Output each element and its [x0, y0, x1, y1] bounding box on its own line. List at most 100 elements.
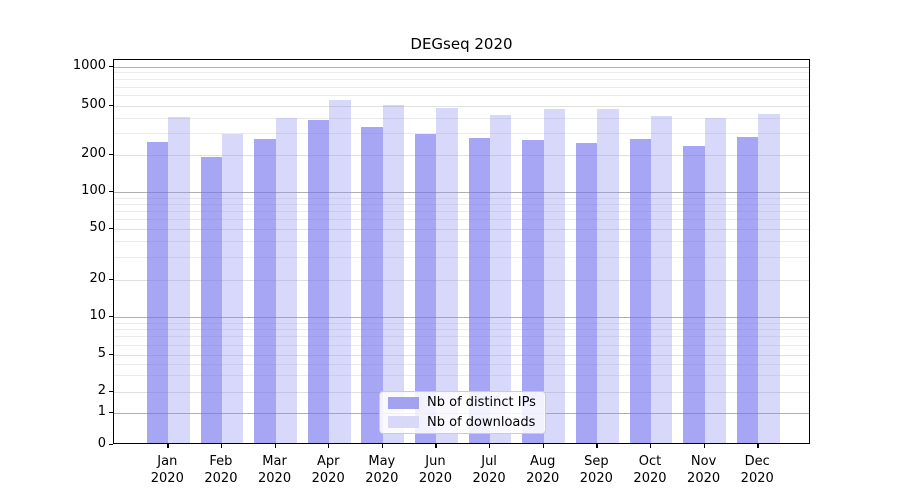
plot-area [113, 59, 810, 444]
bar-downloads-apr [329, 100, 351, 443]
minor-gridline-7 [114, 336, 809, 338]
minor-gridline-40 [114, 241, 809, 243]
legend: Nb of distinct IPs Nb of downloads [379, 391, 546, 434]
bar-downloads-jun [436, 108, 458, 443]
legend-item-distinct-ips: Nb of distinct IPs [380, 394, 545, 412]
y-tick-label-2: 2 [97, 382, 106, 398]
y-tick-label-20: 20 [89, 270, 106, 286]
x-tick-label-mar: Mar 2020 [258, 454, 292, 486]
gridline-500 [114, 105, 809, 107]
y-tick-mark-2 [109, 390, 113, 392]
minor-gridline-90 [114, 197, 809, 199]
minor-gridline-8 [114, 329, 809, 331]
minor-gridline-80 [114, 203, 809, 205]
x-tick-label-aug: Aug 2020 [526, 454, 560, 486]
y-tick-label-50: 50 [89, 220, 106, 235]
x-tick-mark-jan [167, 444, 169, 448]
bar-distinct-ips-jul [468, 138, 491, 443]
x-tick-mark-dec [757, 444, 759, 448]
minor-gridline-9 [114, 322, 809, 324]
bar-downloads-may [382, 105, 405, 443]
y-tick-label-1000: 1000 [72, 57, 106, 73]
chart-title: DEGseq 2020 [410, 35, 513, 53]
x-tick-mark-mar [274, 444, 276, 448]
y-tick-mark-50 [109, 228, 113, 230]
gridline-5 [114, 354, 809, 356]
y-tick-mark-20 [109, 278, 113, 280]
minor-gridline-70 [114, 211, 809, 213]
x-tick-label-jul: Jul 2020 [472, 454, 506, 486]
x-tick-label-may: May 2020 [365, 454, 399, 486]
gridline-200 [114, 155, 809, 156]
y-tick-mark-100 [109, 191, 113, 193]
y-tick-label-500: 500 [81, 96, 106, 112]
y-tick-mark-500 [109, 104, 113, 106]
x-tick-mark-apr [328, 444, 330, 448]
y-tick-label-5: 5 [97, 345, 106, 361]
bar-distinct-ips-mar [254, 138, 276, 443]
x-tick-mark-oct [649, 444, 652, 448]
x-tick-mark-may [381, 444, 384, 448]
bar-distinct-ips-dec [736, 137, 759, 443]
minor-gridline-900 [114, 72, 809, 74]
minor-gridline-800 [114, 79, 809, 81]
bar-distinct-ips-jan [146, 142, 169, 443]
bar-distinct-ips-feb [200, 157, 222, 443]
y-tick-label-0: 0 [97, 436, 106, 451]
minor-gridline-6 [114, 344, 809, 346]
y-tick-label-100: 100 [81, 183, 106, 198]
minor-gridline-3 [114, 375, 809, 377]
y-tick-mark-1000 [109, 65, 113, 67]
x-tick-label-nov: Nov 2020 [687, 454, 721, 486]
bar-downloads-nov [704, 118, 726, 443]
x-tick-label-jan: Jan 2020 [150, 454, 184, 486]
bar-distinct-ips-nov [683, 146, 705, 443]
bar-downloads-sep [597, 109, 619, 443]
bar-downloads-oct [650, 116, 673, 443]
x-tick-mark-aug [542, 444, 544, 448]
y-tick-mark-10 [109, 316, 113, 318]
bar-distinct-ips-jun [415, 134, 437, 443]
bar-downloads-aug [543, 108, 566, 443]
minor-gridline-700 [114, 86, 809, 88]
x-tick-mark-jun [435, 444, 437, 448]
legend-swatch-downloads [388, 416, 419, 429]
legend-swatch-distinct-ips [388, 396, 419, 409]
minor-gridline-60 [114, 219, 809, 221]
x-tick-label-dec: Dec 2020 [740, 454, 774, 486]
bar-distinct-ips-may [361, 127, 383, 443]
x-tick-label-feb: Feb 2020 [204, 454, 238, 486]
bar-downloads-feb [221, 134, 244, 443]
gridline-50 [114, 229, 809, 230]
gridline-20 [114, 279, 809, 281]
major-gridline-1000 [114, 66, 809, 68]
y-tick-mark-5 [109, 353, 113, 355]
x-tick-label-apr: Apr 2020 [311, 454, 345, 486]
y-tick-label-1: 1 [97, 403, 106, 419]
bar-downloads-mar [275, 117, 297, 443]
y-tick-mark-200 [109, 154, 113, 156]
bar-distinct-ips-sep [575, 142, 598, 443]
x-tick-mark-sep [596, 444, 598, 448]
bar-downloads-jan [168, 117, 190, 443]
y-tick-mark-1 [109, 411, 113, 413]
minor-gridline-400 [114, 117, 809, 119]
minor-gridline-4 [114, 363, 809, 365]
legend-label: Nb of distinct IPs [427, 395, 536, 411]
bar-downloads-dec [758, 113, 780, 443]
x-tick-label-sep: Sep 2020 [579, 454, 613, 486]
minor-gridline-600 [114, 95, 809, 97]
x-tick-mark-jul [489, 444, 491, 448]
y-tick-mark-0 [109, 444, 113, 446]
minor-gridline-30 [114, 257, 809, 259]
major-gridline-100 [114, 192, 809, 193]
bar-distinct-ips-apr [307, 120, 330, 443]
x-tick-label-oct: Oct 2020 [633, 454, 667, 486]
y-tick-label-200: 200 [81, 146, 106, 161]
bar-distinct-ips-oct [629, 139, 651, 443]
x-tick-mark-feb [220, 444, 223, 448]
legend-item-downloads: Nb of downloads [380, 414, 545, 432]
x-tick-mark-nov [703, 444, 705, 448]
bar-distinct-ips-aug [522, 139, 544, 443]
